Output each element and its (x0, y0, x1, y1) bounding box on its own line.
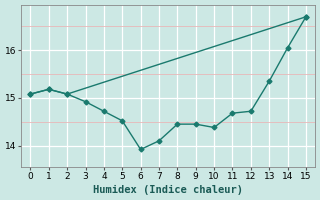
X-axis label: Humidex (Indice chaleur): Humidex (Indice chaleur) (93, 185, 243, 195)
